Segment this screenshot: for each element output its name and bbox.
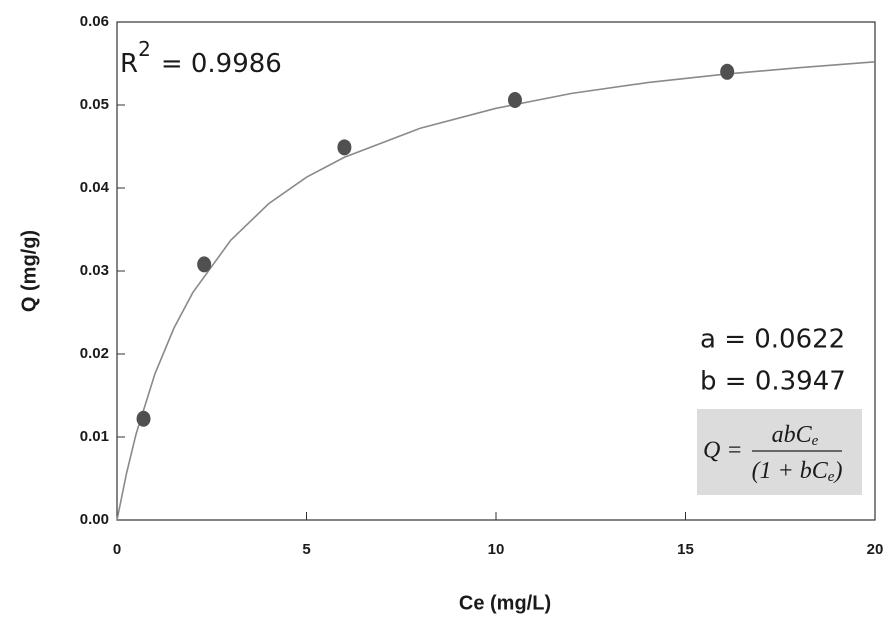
x-tick-label: 0: [113, 541, 121, 558]
eq-num-main: abC: [772, 422, 813, 448]
param-a: a = 0.0622: [700, 325, 845, 355]
y-tick-label: 0.01: [80, 428, 109, 445]
data-point: [137, 411, 151, 427]
r2-annotation: R2 = 0.9986: [120, 37, 282, 79]
r2-exponent: 2: [138, 37, 151, 61]
y-tick-label: 0.05: [80, 96, 109, 113]
data-point: [720, 64, 734, 80]
x-tick-label: 20: [867, 541, 884, 558]
data-point: [337, 139, 351, 155]
x-tick-label: 15: [677, 541, 694, 558]
y-tick-label: 0.03: [80, 262, 109, 279]
r2-symbol: R: [120, 49, 138, 79]
x-axis-label: Ce (mg/L): [459, 592, 551, 614]
y-tick-label: 0.00: [80, 511, 109, 528]
equation-lhs: Q =: [703, 438, 743, 464]
y-tick-label: 0.02: [80, 345, 109, 362]
chart: Ce (mg/L) Q (mg/g) R2 = 0.9986 a = 0.0622…: [0, 0, 891, 622]
data-point: [508, 92, 522, 108]
eq-num-sub: e: [812, 433, 819, 449]
x-tick-label: 10: [488, 541, 505, 558]
eq-den-close: ): [832, 458, 842, 484]
eq-den-main: (1 + bC: [752, 458, 829, 484]
param-b: b = 0.3947: [700, 367, 846, 397]
y-axis-label: Q (mg/g): [18, 230, 40, 312]
data-point: [197, 256, 211, 272]
equation-numerator: abCe: [772, 422, 819, 450]
y-tick-label: 0.06: [80, 13, 109, 30]
r2-text: = 0.9986: [161, 49, 282, 79]
y-tick-label: 0.04: [80, 179, 110, 196]
x-tick-label: 5: [302, 541, 310, 558]
